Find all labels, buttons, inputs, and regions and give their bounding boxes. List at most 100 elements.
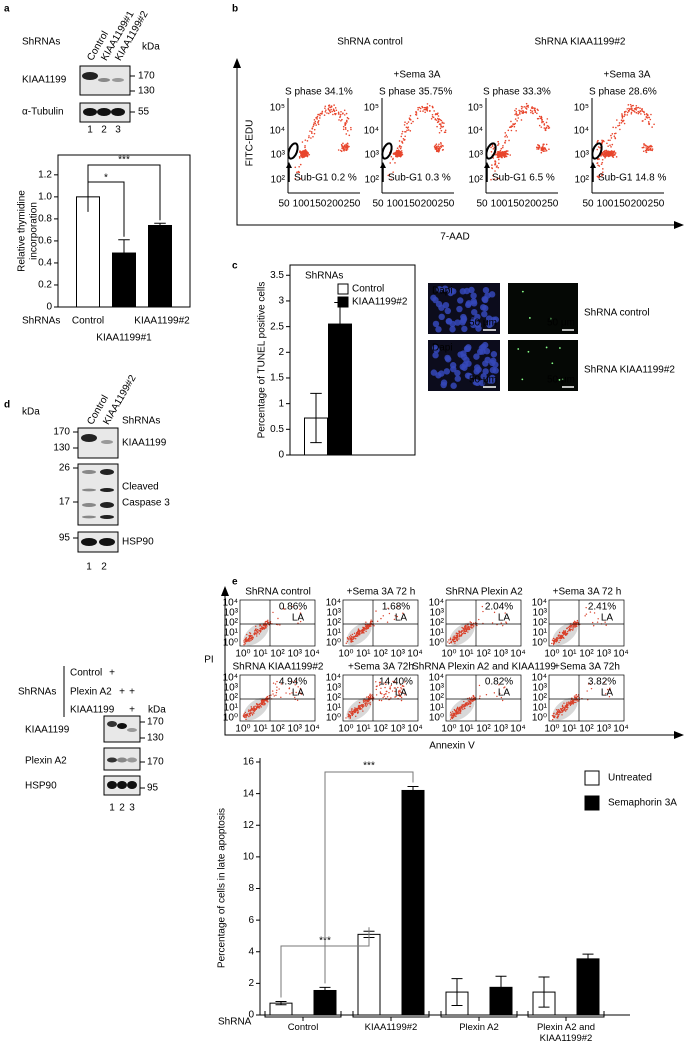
scatter-dot <box>343 114 346 116</box>
y-axis-label: Relative thymidine <box>17 190 28 272</box>
scatter-dot <box>451 716 453 718</box>
scatter-dot <box>500 156 503 159</box>
scatter-dot <box>470 624 473 627</box>
panel-label: b <box>232 4 238 15</box>
scatter-dot <box>630 105 632 108</box>
plot-title: ShRNA Plexin A2 and KIAA1199 <box>412 662 556 673</box>
scatter-dot <box>610 153 612 156</box>
scatter-dot <box>552 639 555 642</box>
scatter-dot <box>260 706 262 708</box>
scatter-dot <box>449 711 452 714</box>
scatter-dot <box>505 621 507 623</box>
y-tick-label: 10⁴ <box>468 126 483 137</box>
scatter-dot <box>466 701 468 704</box>
scatter-dot <box>452 639 455 641</box>
nucleus <box>473 353 480 360</box>
nucleus <box>466 372 473 380</box>
speck <box>517 348 520 350</box>
scatter-dot <box>352 713 354 715</box>
scatter-dot <box>467 631 469 633</box>
scatter-dot <box>257 705 260 707</box>
scatter-dot <box>262 624 265 626</box>
scatter-dot <box>306 150 308 153</box>
scatter-dot <box>466 703 468 705</box>
scatter-dot <box>455 713 457 716</box>
scatter-dot <box>425 106 427 109</box>
nucleus <box>444 356 452 363</box>
scatter-dot <box>459 710 461 712</box>
scatter-dot <box>523 105 526 108</box>
scatter-dot <box>650 113 652 116</box>
scatter-dot <box>501 146 504 149</box>
scatter-dot <box>382 615 384 617</box>
scatter-dot <box>334 107 337 109</box>
scatter-dot <box>370 694 372 696</box>
y-tick-label: 10¹ <box>430 703 445 714</box>
scatter-dot <box>570 701 573 703</box>
significance-label: * <box>104 173 108 184</box>
scatter-dot <box>259 630 262 632</box>
scatter-dot <box>454 642 456 644</box>
scatter-dot <box>291 681 293 683</box>
scatter-dot <box>362 710 364 712</box>
scatter-dot <box>297 622 299 624</box>
y-tick-label: 10⁴ <box>574 126 589 137</box>
scatter-dot <box>601 158 604 161</box>
scatter-dot <box>505 134 508 136</box>
scatter-dot <box>383 695 385 698</box>
y-tick-label: 10⁰ <box>223 638 238 649</box>
scatter-dot <box>493 611 496 614</box>
scatter-dot <box>409 130 412 132</box>
scatter-dot <box>457 713 459 715</box>
nucleus <box>459 363 466 371</box>
scatter-dot <box>612 126 614 129</box>
y-tick-label: 10³ <box>224 683 239 694</box>
scatter-dot <box>505 622 508 624</box>
scatter-dot <box>512 123 514 125</box>
x-tick-label: 100 <box>597 199 614 210</box>
scatter-dot <box>645 148 648 151</box>
scatter-dot <box>504 142 506 144</box>
scatter-dot <box>308 136 310 139</box>
scatter-dot <box>601 161 604 164</box>
scatter-dot <box>300 153 303 156</box>
scatter-dot <box>302 155 304 158</box>
scatter-dot <box>271 690 274 692</box>
scatter-dot <box>394 690 396 693</box>
scatter-dot <box>498 684 500 686</box>
nucleus <box>478 379 486 387</box>
y-tick-label: 10⁵ <box>364 103 379 114</box>
scatter-dot <box>610 137 613 139</box>
scatter-dot <box>435 148 438 150</box>
y-tick-label: 12 <box>243 820 255 831</box>
y-tick-label: 6 <box>248 915 254 926</box>
x-tick-label: 10² <box>373 724 388 735</box>
scatter-dot <box>303 149 306 152</box>
y-tick-label: 0.6 <box>38 236 52 247</box>
scatter-dot <box>306 155 309 158</box>
x-tick-label: 10⁰ <box>441 649 456 660</box>
scatter-dot <box>330 108 332 111</box>
scatter-dot <box>392 157 394 160</box>
arrow-head <box>674 731 684 739</box>
percent-label: 0.82% <box>485 677 513 688</box>
nucleus <box>436 286 443 293</box>
scatter-dot <box>451 711 454 713</box>
scatter-dot <box>570 628 572 631</box>
scatter-dot <box>398 140 401 142</box>
scatter-dot <box>551 642 553 645</box>
scatter-dot <box>507 153 509 156</box>
scatter-dot <box>436 121 439 124</box>
scatter-dot <box>422 110 424 112</box>
scatter-dot <box>546 118 549 120</box>
scatter-dot <box>319 112 322 115</box>
scatter-dot <box>264 704 266 706</box>
y-tick-label: 10⁴ <box>532 673 547 684</box>
scatter-dot <box>440 119 443 122</box>
axis-arrow <box>236 62 680 226</box>
scatter-dot <box>515 129 517 132</box>
scatter-dot <box>561 704 564 706</box>
plot-title: ShRNA control <box>245 587 311 598</box>
scatter-dot <box>253 710 256 712</box>
